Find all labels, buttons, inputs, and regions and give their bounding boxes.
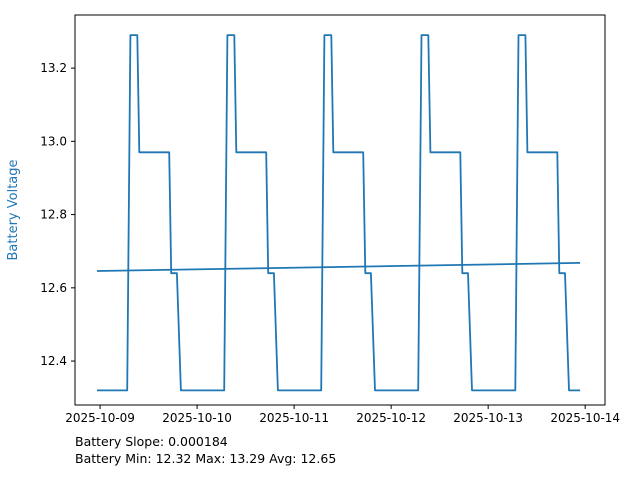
y-axis-label: Battery Voltage <box>6 159 21 260</box>
x-tick-label: 2025-10-11 <box>259 411 329 425</box>
y-tick-label: 12.8 <box>40 208 67 222</box>
x-tick-label: 2025-10-12 <box>356 411 426 425</box>
x-tick-label: 2025-10-10 <box>162 411 232 425</box>
y-tick-label: 13.2 <box>40 61 67 75</box>
y-axis: 12.4 12.6 12.8 13.0 13.2 <box>40 61 75 368</box>
y-tick-label: 13.0 <box>40 134 67 148</box>
voltage-series-line <box>97 34 581 392</box>
x-tick-label: 2025-10-14 <box>550 411 620 425</box>
trend-line <box>96 262 581 272</box>
footer-slope-text: Battery Slope: 0.000184 <box>75 434 228 449</box>
footer-minmaxavg-text: Battery Min: 12.32 Max: 13.29 Avg: 12.65 <box>75 451 336 466</box>
x-tick-label: 2025-10-13 <box>453 411 523 425</box>
y-tick-label: 12.4 <box>40 354 67 368</box>
x-tick-label: 2025-10-09 <box>65 411 135 425</box>
y-tick-label: 12.6 <box>40 281 67 295</box>
x-axis: 2025-10-09 2025-10-10 2025-10-11 2025-10-12… <box>65 405 620 425</box>
